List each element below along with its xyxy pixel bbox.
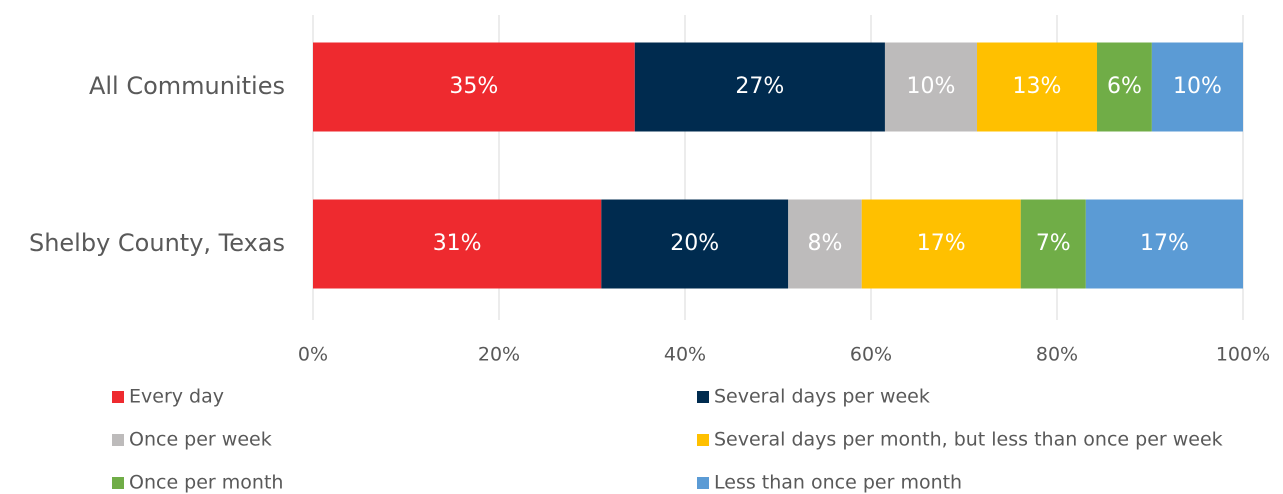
data-label: 17% — [917, 231, 966, 256]
legend-swatch — [112, 477, 124, 489]
bar-segment — [1096, 42, 1152, 132]
legend-swatch — [697, 434, 709, 446]
x-tick-label: 80% — [1036, 344, 1078, 366]
data-label: 17% — [1140, 231, 1189, 256]
category-label: All Communities — [89, 72, 285, 100]
data-label: 8% — [808, 231, 843, 256]
bar-segment — [313, 199, 602, 289]
legend-swatch — [112, 391, 124, 403]
data-label: 7% — [1036, 231, 1071, 256]
data-label: 20% — [670, 231, 719, 256]
bar-segment — [1020, 199, 1086, 289]
legend-swatch — [112, 434, 124, 446]
x-tick-label: 20% — [478, 344, 520, 366]
x-tick-label: 40% — [664, 344, 706, 366]
bar-segment — [884, 42, 978, 132]
data-label: 10% — [1173, 74, 1222, 99]
bar-segment — [1085, 199, 1243, 289]
bar-segment — [601, 199, 789, 289]
x-tick-label: 100% — [1216, 344, 1270, 366]
legend-label: Several days per week — [714, 386, 930, 408]
legend-label: Once per week — [129, 429, 272, 451]
legend-swatch — [697, 477, 709, 489]
data-label: 31% — [433, 231, 482, 256]
category-label: Shelby County, Texas — [29, 229, 285, 257]
x-tick-label: 0% — [298, 344, 328, 366]
bar-segment — [977, 42, 1097, 132]
legend-label: Once per month — [129, 472, 283, 494]
bar-segment — [788, 199, 862, 289]
data-label: 10% — [907, 74, 956, 99]
bar-segment — [1151, 42, 1243, 132]
data-label: 13% — [1013, 74, 1062, 99]
data-label: 35% — [449, 74, 498, 99]
bar-segment — [313, 42, 635, 132]
legend-swatch — [697, 391, 709, 403]
legend-label: Less than once per month — [714, 472, 962, 494]
legend-label: Several days per month, but less than on… — [714, 429, 1223, 451]
data-label: 27% — [735, 74, 784, 99]
data-label: 6% — [1107, 74, 1142, 99]
bar-segment — [861, 199, 1021, 289]
x-tick-label: 60% — [850, 344, 892, 366]
legend-label: Every day — [129, 386, 224, 408]
bar-segment — [634, 42, 885, 132]
